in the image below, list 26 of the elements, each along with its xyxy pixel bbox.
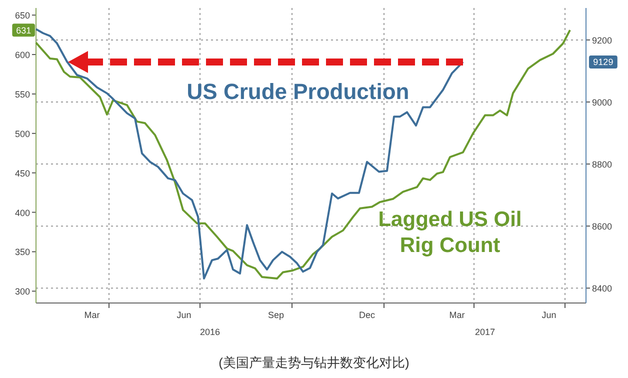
text: 2017 xyxy=(474,327,496,337)
x-tick-label: Mar xyxy=(449,310,465,320)
y-tick-label: 631 xyxy=(16,25,32,36)
y2-tick-label: 8800 xyxy=(592,160,612,170)
y-tick-label: 650 xyxy=(14,10,30,21)
text: (美国产量走势与钻井数变化对比) xyxy=(218,355,410,370)
y-tick-label: 400 xyxy=(14,208,30,218)
y2-tick-label: 9129 xyxy=(593,57,614,68)
y-tick-label: 350 xyxy=(14,247,30,258)
axis-marker: 631 xyxy=(12,24,35,37)
y2-tick-label: 8400 xyxy=(592,284,612,294)
y2-tick-label: 9000 xyxy=(592,97,612,108)
y-tick-label: 550 xyxy=(14,89,30,100)
y-tick-label: 600 xyxy=(14,50,30,60)
x-tick-label: Mar xyxy=(84,310,100,320)
x-tick-label: Sep xyxy=(268,310,284,320)
x-tick-label: Dec xyxy=(358,310,376,320)
axis-marker: 9129 xyxy=(589,55,618,68)
y-tick-label: 450 xyxy=(14,168,30,178)
text: 2016 xyxy=(200,327,220,337)
y2-tick-label: 9200 xyxy=(592,35,612,46)
y2-tick-label: 8600 xyxy=(592,222,612,232)
y-tick-label: 300 xyxy=(14,286,30,297)
x-tick-label: Jun xyxy=(176,310,192,320)
x-tick-label: Jun xyxy=(542,310,556,320)
y-tick-label: 500 xyxy=(14,128,30,139)
